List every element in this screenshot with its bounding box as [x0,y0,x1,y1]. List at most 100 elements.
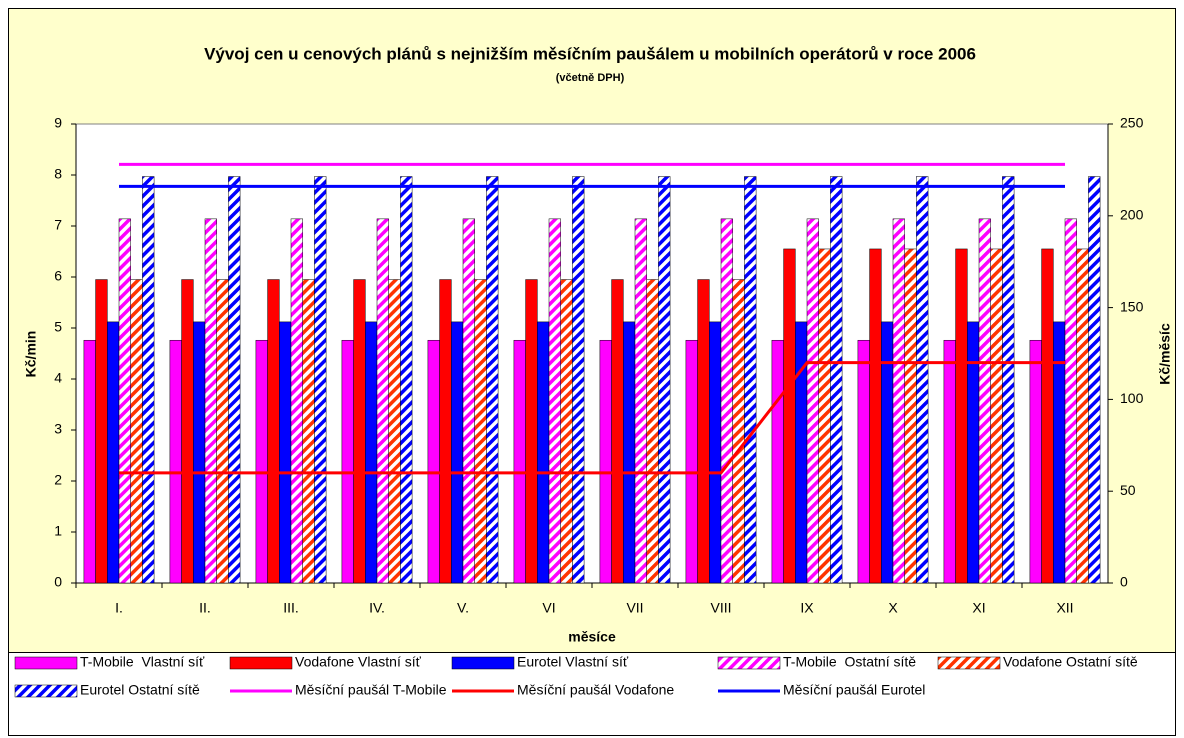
legend-label: Vodafone Vlastní síť [295,654,422,670]
bar [869,248,882,584]
bar [365,321,378,584]
x-tick-label: IX [800,600,814,616]
bar [255,339,268,584]
x-tick-label: VII [626,600,643,616]
bar [548,218,561,584]
bar [290,218,303,584]
bar [451,321,464,584]
y-axis-label: Kč/min [23,331,39,378]
y2-tick-label: 100 [1120,390,1144,406]
y2-axis-label: Kč/měsíc [1157,323,1173,385]
bar [525,279,538,584]
legend-swatch [717,656,781,670]
bar [400,176,413,584]
x-tick-label: V. [457,600,469,616]
bar [771,339,784,584]
bar [658,176,671,584]
bar [795,321,808,584]
bar [720,218,733,584]
legend-label: Měsíční paušál Eurotel [783,682,925,698]
bar [623,321,636,584]
bar [599,339,612,584]
bar [1002,176,1015,584]
legend-label: T-Mobile Ostatní sítě [783,654,916,670]
bar [474,279,487,584]
chart-title: Vývoj cen u cenových plánů s nejnižším m… [204,44,976,63]
bar [279,321,292,584]
x-tick-label: VI [542,600,555,616]
bar [353,279,366,584]
x-tick-label: XI [972,600,985,616]
bar [978,218,991,584]
bar [513,339,526,584]
bar [1076,248,1089,584]
bar [537,321,550,584]
x-tick-label: III. [283,600,299,616]
bar [486,176,499,584]
y-tick-label: 0 [54,574,62,590]
bar [806,218,819,584]
bar [1064,218,1077,584]
bar [611,279,624,584]
legend-swatch [229,656,293,670]
bar [267,279,280,584]
y-tick-label: 3 [54,421,62,437]
x-tick-label: VIII [710,600,731,616]
bar [181,279,194,584]
bar [783,248,796,584]
chart-subtitle: (včetně DPH) [556,72,625,84]
legend-label: Eurotel Vlastní síť [517,654,629,670]
bar [1088,176,1101,584]
bar [990,248,1003,584]
bar [341,339,354,584]
bar [943,339,956,584]
y2-tick-label: 50 [1120,482,1136,498]
bar [892,218,905,584]
bar [376,218,389,584]
legend-label: Eurotel Ostatní sítě [80,682,200,698]
bar [388,279,401,584]
bar [228,176,241,584]
legend-label: T-Mobile Vlastní síť [80,654,205,670]
bar [169,339,182,584]
bar [732,279,745,584]
x-tick-label: XII [1056,600,1073,616]
bar [142,176,155,584]
legend-swatch [451,656,515,670]
bar [462,218,475,584]
y2-tick-label: 250 [1120,115,1144,131]
bar [1041,248,1054,584]
bar [955,248,968,584]
y2-tick-label: 0 [1120,574,1128,590]
y2-tick-label: 150 [1120,298,1144,314]
bar [857,339,870,584]
bar [1029,339,1042,584]
bar [1053,321,1066,584]
x-tick-label: I. [115,600,123,616]
legend-swatch [14,656,78,670]
legend-label: Měsíční paušál T-Mobile [295,682,447,698]
bar [697,279,710,584]
bar [193,321,206,584]
bar [830,176,843,584]
bar [439,279,452,584]
bar [302,279,315,584]
bar [560,279,573,584]
bar [427,339,440,584]
y-tick-label: 6 [54,268,62,284]
plot-area [75,123,1109,584]
bar [118,218,131,584]
y-tick-label: 4 [54,370,62,386]
line [119,361,1065,475]
y-tick-label: 8 [54,166,62,182]
bar [904,248,917,584]
bar [107,321,120,584]
legend-label: Měsíční paušál Vodafone [517,682,674,698]
x-tick-label: II. [199,600,211,616]
bar [83,339,96,584]
x-tick-label: X [888,600,898,616]
bar [130,279,143,584]
bar [204,218,217,584]
y2-tick-label: 200 [1120,207,1144,223]
